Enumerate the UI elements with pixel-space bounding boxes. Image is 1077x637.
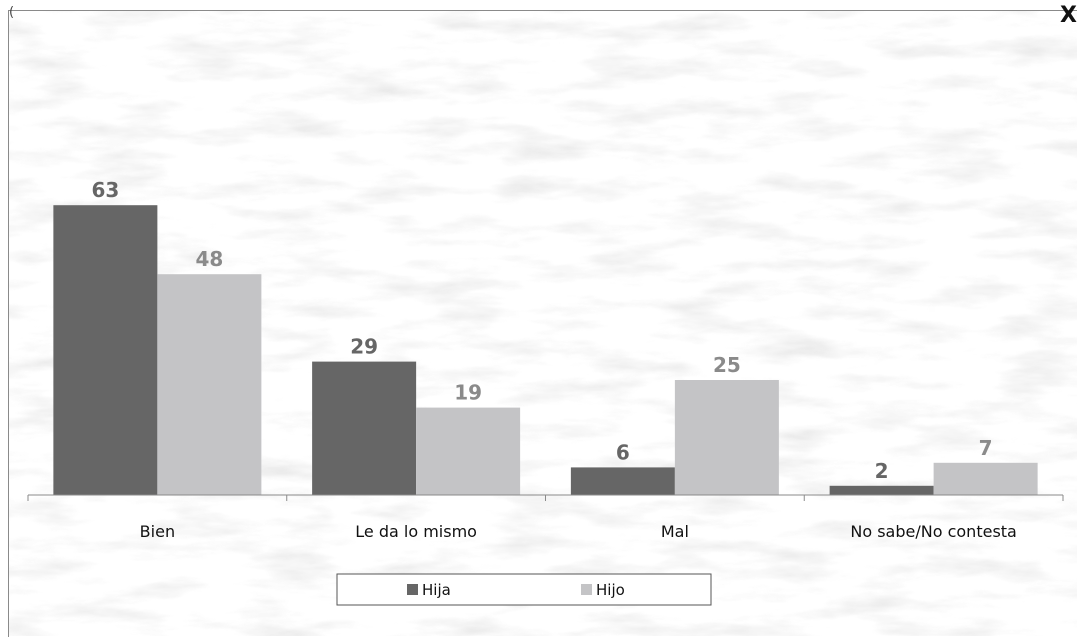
bar-hijo-1 (416, 407, 521, 495)
legend-swatch-hija (407, 584, 418, 595)
value-label-hijo-2: 25 (713, 353, 741, 377)
bar-hija-1 (312, 361, 417, 495)
bar-hija-3 (829, 485, 934, 495)
category-label-1: Le da lo mismo (355, 522, 477, 541)
bar-hijo-0 (157, 274, 262, 495)
legend-swatch-hijo (581, 584, 592, 595)
value-label-hijo-0: 48 (195, 247, 223, 271)
value-label-hija-0: 63 (91, 178, 119, 202)
value-label-hija-1: 29 (350, 335, 378, 359)
category-label-3: No sabe/No contesta (850, 522, 1016, 541)
value-label-hijo-3: 7 (979, 436, 993, 460)
bar-hijo-2 (674, 380, 779, 495)
legend-label-hija: Hija (422, 581, 451, 599)
category-label-0: Bien (140, 522, 175, 541)
legend-box (336, 573, 712, 606)
legend: Hija Hijo (336, 573, 712, 606)
axis-layer: Bien Le da lo mismo Mal No sabe/No contesta (27, 494, 1064, 541)
category-label-2: Mal (661, 522, 689, 541)
value-label-hija-2: 6 (616, 440, 630, 464)
bar-hija-2 (570, 467, 675, 495)
bar-hijo-3 (933, 462, 1038, 495)
value-label-hija-3: 2 (875, 459, 889, 483)
value-label-hijo-1: 19 (454, 381, 482, 405)
bars-layer (53, 205, 1038, 495)
labels-layer: 63 48 29 19 6 25 2 7 (91, 178, 992, 483)
legend-label-hijo: Hijo (596, 581, 625, 599)
bar-hija-0 (53, 205, 158, 495)
